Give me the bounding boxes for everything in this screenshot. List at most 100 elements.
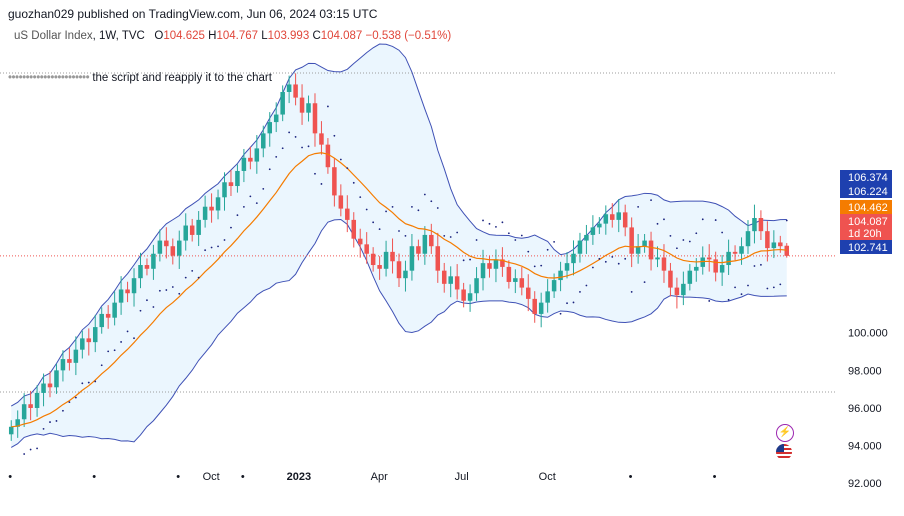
candle xyxy=(280,85,285,122)
candle xyxy=(144,258,150,276)
candle-body xyxy=(351,219,357,239)
sar-dot xyxy=(740,293,743,296)
candle xyxy=(196,211,201,247)
candle xyxy=(674,277,680,309)
sar-dot xyxy=(708,300,711,302)
candle xyxy=(92,314,98,353)
candle xyxy=(687,264,693,291)
candle xyxy=(357,228,363,258)
candle-body xyxy=(713,259,718,273)
candle-body xyxy=(396,261,402,279)
sar-dot xyxy=(423,193,426,196)
candle-body xyxy=(8,426,14,435)
candle xyxy=(610,203,615,228)
candle xyxy=(222,172,227,211)
sar-dot xyxy=(255,202,258,205)
sar-dot xyxy=(100,364,103,367)
sar-dot xyxy=(307,145,310,148)
candle-body xyxy=(345,208,350,220)
candle xyxy=(706,244,712,272)
time-tick-blurred: • xyxy=(713,471,717,483)
candle-body xyxy=(377,265,382,269)
candle-body xyxy=(668,270,673,288)
candle-body xyxy=(752,218,757,232)
candle xyxy=(525,274,531,312)
sar-dot xyxy=(62,409,64,412)
candle-body xyxy=(92,327,98,343)
sar-dot xyxy=(676,247,678,250)
sar-dot xyxy=(36,447,38,450)
candle-body xyxy=(60,359,66,371)
sar-dot xyxy=(585,284,588,287)
sar-dot xyxy=(643,281,646,284)
candle-body xyxy=(112,302,117,318)
candle xyxy=(584,224,589,254)
sar-dot xyxy=(766,287,769,290)
candle-body xyxy=(700,257,706,267)
price-tag: 104.087 xyxy=(840,214,892,228)
sar-dot xyxy=(727,298,730,301)
price-tag-bg xyxy=(840,184,892,198)
candle-body xyxy=(655,257,660,260)
candle-body xyxy=(597,223,602,228)
candle-body xyxy=(416,246,421,254)
candle-body xyxy=(370,253,376,266)
sar-dot xyxy=(520,234,523,237)
flag-icon[interactable] xyxy=(776,444,792,460)
interval-label[interactable]: , 1W, TVC xyxy=(92,30,145,42)
note-text: the script and reapply it to the chart xyxy=(92,72,272,84)
candle xyxy=(577,232,583,263)
candle xyxy=(293,73,298,106)
candle-body xyxy=(706,257,712,260)
price-tag-bg xyxy=(840,214,892,228)
candle-body xyxy=(726,251,731,266)
candle xyxy=(784,243,790,258)
publisher-line: guozhan029 published on TradingView.com,… xyxy=(8,7,378,21)
candle-body xyxy=(558,270,563,281)
sar-dot xyxy=(501,221,504,224)
candle-body xyxy=(261,133,266,149)
candle xyxy=(151,244,156,280)
candle-body xyxy=(235,170,240,187)
candle-body xyxy=(80,338,85,350)
sar-dot xyxy=(611,256,614,258)
sar-dot xyxy=(242,206,245,208)
candle xyxy=(758,210,764,241)
candle-body xyxy=(590,227,596,235)
candle-body xyxy=(248,157,253,162)
sar-dot xyxy=(165,289,168,291)
time-tick-blurred: • xyxy=(629,471,633,483)
candle-body xyxy=(390,251,395,262)
candle-body xyxy=(564,263,570,271)
candle xyxy=(655,246,660,268)
sar-dot xyxy=(346,167,349,170)
sar-dot xyxy=(288,131,291,134)
candle-body xyxy=(545,291,550,303)
candle xyxy=(558,261,563,292)
candle-body xyxy=(138,265,143,279)
candle-body xyxy=(441,270,447,284)
candle-body xyxy=(674,287,680,296)
candle xyxy=(28,390,33,421)
sar-dot xyxy=(158,289,161,292)
price-tick: 100.000 xyxy=(848,328,888,340)
high-value: 104.767 xyxy=(216,30,259,42)
price-tag-text: 106.224 xyxy=(848,186,888,198)
candle-body xyxy=(47,383,53,388)
sar-dot xyxy=(320,183,323,185)
symbol-name[interactable]: uS Dollar Index xyxy=(14,30,93,42)
bolt-icon[interactable]: ⚡ xyxy=(776,424,794,442)
candle xyxy=(713,251,718,282)
sar-dot xyxy=(223,239,226,241)
candle xyxy=(254,135,260,174)
sar-dot xyxy=(747,284,749,287)
time-tick: Oct xyxy=(203,471,220,483)
candle xyxy=(86,328,92,356)
candle-body xyxy=(332,167,337,196)
sar-dot xyxy=(191,269,194,272)
candle-body xyxy=(21,404,27,420)
candle xyxy=(41,373,46,407)
candle xyxy=(273,102,279,133)
price-tag-text: 104.462 xyxy=(848,202,888,214)
